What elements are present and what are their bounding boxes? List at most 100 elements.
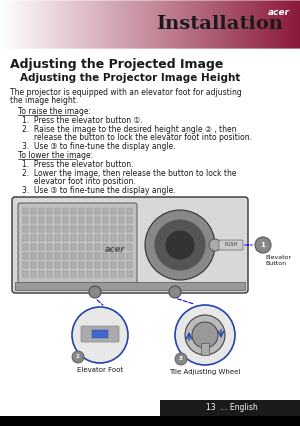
Bar bbox=[47, 235, 52, 241]
Bar bbox=[71, 226, 76, 232]
Bar bbox=[63, 262, 68, 268]
Bar bbox=[95, 253, 100, 259]
Text: Adjusting the Projector Image Height: Adjusting the Projector Image Height bbox=[20, 73, 240, 83]
Bar bbox=[111, 262, 116, 268]
Bar bbox=[23, 208, 28, 214]
Bar bbox=[55, 271, 60, 277]
Bar bbox=[127, 217, 132, 223]
Bar bbox=[31, 271, 36, 277]
FancyBboxPatch shape bbox=[18, 203, 137, 287]
Bar bbox=[111, 208, 116, 214]
Bar bbox=[71, 253, 76, 259]
Bar bbox=[127, 244, 132, 250]
Text: 3: 3 bbox=[179, 357, 183, 362]
Bar bbox=[119, 226, 124, 232]
Text: Installation: Installation bbox=[157, 15, 284, 33]
Bar bbox=[111, 217, 116, 223]
Bar bbox=[47, 244, 52, 250]
Bar bbox=[87, 217, 92, 223]
Bar bbox=[63, 271, 68, 277]
Bar bbox=[71, 217, 76, 223]
Bar bbox=[92, 330, 108, 338]
Bar bbox=[63, 226, 68, 232]
Bar bbox=[39, 226, 44, 232]
Text: Elevator Foot: Elevator Foot bbox=[77, 367, 123, 373]
Bar bbox=[119, 244, 124, 250]
Bar bbox=[23, 271, 28, 277]
Bar bbox=[103, 226, 108, 232]
Bar bbox=[71, 208, 76, 214]
Circle shape bbox=[72, 307, 128, 363]
Text: release the button to lock the elevator foot into position.: release the button to lock the elevator … bbox=[22, 133, 252, 142]
Bar bbox=[127, 235, 132, 241]
FancyBboxPatch shape bbox=[81, 326, 119, 342]
Bar bbox=[23, 226, 28, 232]
Bar bbox=[55, 235, 60, 241]
Bar bbox=[23, 253, 28, 259]
Text: acer: acer bbox=[105, 245, 125, 254]
Text: Tile Adjusting Wheel: Tile Adjusting Wheel bbox=[169, 369, 241, 375]
Circle shape bbox=[175, 353, 187, 365]
FancyBboxPatch shape bbox=[219, 240, 243, 250]
Bar bbox=[79, 217, 84, 223]
Bar bbox=[71, 244, 76, 250]
Text: To lower the image:: To lower the image: bbox=[18, 151, 93, 160]
Bar bbox=[127, 262, 132, 268]
Bar bbox=[0, 416, 300, 426]
Bar bbox=[127, 271, 132, 277]
Text: 3.  Use ③ to fine-tune the display angle.: 3. Use ③ to fine-tune the display angle. bbox=[22, 142, 176, 151]
Text: 13  ... English: 13 ... English bbox=[206, 403, 258, 412]
Bar bbox=[87, 271, 92, 277]
Bar bbox=[87, 244, 92, 250]
Bar bbox=[127, 253, 132, 259]
Bar bbox=[119, 253, 124, 259]
Circle shape bbox=[209, 239, 221, 251]
Bar bbox=[23, 244, 28, 250]
Circle shape bbox=[255, 237, 271, 253]
Bar bbox=[119, 271, 124, 277]
Bar bbox=[55, 217, 60, 223]
Bar bbox=[103, 217, 108, 223]
Bar bbox=[55, 253, 60, 259]
Bar bbox=[87, 262, 92, 268]
Bar bbox=[31, 217, 36, 223]
Text: The projector is equipped with an elevator foot for adjusting: The projector is equipped with an elevat… bbox=[10, 88, 242, 97]
Bar bbox=[87, 235, 92, 241]
Bar bbox=[63, 208, 68, 214]
Bar bbox=[87, 226, 92, 232]
Text: 2: 2 bbox=[76, 354, 80, 360]
Text: acer: acer bbox=[268, 8, 290, 17]
Bar bbox=[31, 253, 36, 259]
Text: 1.  Press the elevator button.: 1. Press the elevator button. bbox=[22, 160, 134, 169]
Bar bbox=[31, 208, 36, 214]
Circle shape bbox=[192, 322, 218, 348]
Bar bbox=[79, 244, 84, 250]
Bar bbox=[39, 262, 44, 268]
Bar bbox=[95, 217, 100, 223]
Bar bbox=[39, 217, 44, 223]
Bar bbox=[111, 244, 116, 250]
Bar bbox=[87, 253, 92, 259]
Circle shape bbox=[185, 315, 225, 355]
Bar bbox=[95, 271, 100, 277]
Bar bbox=[23, 235, 28, 241]
Bar bbox=[23, 217, 28, 223]
Circle shape bbox=[155, 220, 205, 270]
Bar bbox=[119, 217, 124, 223]
Bar bbox=[23, 262, 28, 268]
Bar bbox=[71, 262, 76, 268]
Circle shape bbox=[166, 231, 194, 259]
Bar bbox=[39, 253, 44, 259]
Text: elevator foot into position.: elevator foot into position. bbox=[22, 177, 136, 186]
Bar bbox=[55, 208, 60, 214]
Bar bbox=[111, 226, 116, 232]
Text: Elevator
Button: Elevator Button bbox=[265, 255, 291, 266]
Bar bbox=[127, 208, 132, 214]
Bar bbox=[31, 262, 36, 268]
Bar bbox=[103, 208, 108, 214]
Bar bbox=[201, 343, 209, 355]
Text: PUSH: PUSH bbox=[224, 242, 238, 248]
Bar bbox=[71, 271, 76, 277]
Bar bbox=[39, 244, 44, 250]
Bar bbox=[63, 253, 68, 259]
